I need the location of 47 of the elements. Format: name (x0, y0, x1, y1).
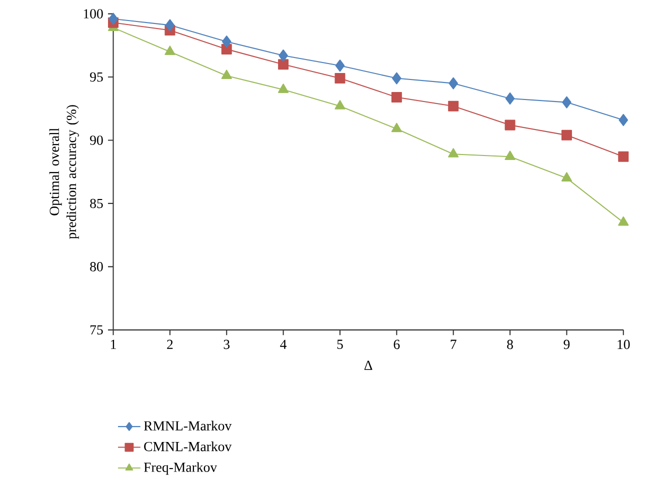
legend-label: RMNL-Markov (144, 420, 232, 430)
x-tick-label: 9 (564, 340, 570, 349)
y-tick-label: 80 (90, 262, 103, 272)
point (278, 83, 289, 93)
x-tick-label: 3 (224, 340, 230, 349)
y-axis-title: Optimal overall prediction accuracy (%) (49, 104, 79, 239)
y-tick-label: 75 (90, 325, 103, 334)
point (448, 148, 459, 158)
point (561, 172, 572, 182)
legend-label: CMNL-Markov (144, 441, 232, 452)
point (505, 92, 515, 104)
x-tick-label: 8 (507, 340, 513, 349)
point (504, 150, 516, 160)
point (222, 35, 232, 48)
legend-label: Freq-Markov (144, 462, 218, 475)
point (108, 12, 118, 25)
y-tick-label: 90 (90, 135, 103, 145)
point (618, 114, 628, 126)
point (278, 49, 288, 62)
point (334, 100, 346, 110)
x-tick-label: 4 (280, 340, 287, 349)
point (165, 18, 175, 31)
point (562, 96, 572, 108)
point (278, 58, 289, 70)
point (448, 77, 458, 90)
y-tick-label: 85 (90, 198, 103, 208)
point (392, 72, 402, 84)
point (334, 72, 346, 84)
x-tick-label: 5 (337, 340, 343, 349)
x-tick-label: 7 (450, 340, 456, 349)
point (504, 120, 516, 130)
point (561, 130, 572, 140)
x-tick-label: 10 (618, 340, 630, 349)
x-tick-label: 6 (394, 340, 400, 349)
x-tick-label: 2 (167, 340, 173, 349)
x-axis-title: Δ (364, 360, 372, 370)
point (335, 59, 345, 72)
point (448, 100, 459, 112)
point (164, 45, 176, 55)
point (391, 122, 402, 132)
x-tick-label: 1 (111, 340, 116, 349)
point (221, 70, 232, 79)
y-tick-label: 95 (90, 72, 103, 82)
point (618, 216, 629, 226)
point (391, 92, 402, 102)
point (618, 151, 629, 162)
y-tick-label: 100 (84, 8, 103, 18)
